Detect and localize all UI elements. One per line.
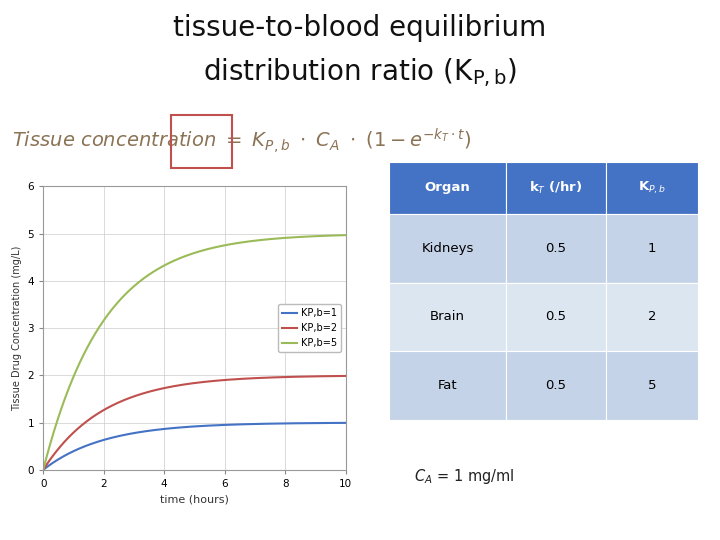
KP,b=1 [219, 422, 228, 428]
KP,b=1 [334, 420, 343, 426]
KP,b=2 [287, 374, 295, 380]
FancyBboxPatch shape [606, 351, 698, 420]
KP,b=1 [182, 424, 191, 430]
FancyBboxPatch shape [389, 162, 506, 214]
Text: 0.5: 0.5 [546, 379, 567, 392]
FancyBboxPatch shape [506, 282, 606, 351]
KP,b=5 [202, 246, 211, 253]
KP,b=2 [219, 377, 228, 383]
Text: distribution ratio (K$_{\mathregular{P,b}}$): distribution ratio (K$_{\mathregular{P,b… [203, 57, 517, 90]
FancyBboxPatch shape [389, 214, 506, 282]
KP,b=5 [341, 232, 350, 238]
Text: 0.5: 0.5 [546, 242, 567, 255]
Line: KP,b=1: KP,b=1 [43, 423, 346, 470]
KP,b=5 [334, 232, 343, 239]
KP,b=1 [39, 467, 48, 473]
KP,b=1 [184, 423, 193, 430]
FancyBboxPatch shape [506, 214, 606, 282]
KP,b=2 [39, 467, 48, 473]
Line: KP,b=2: KP,b=2 [43, 376, 346, 470]
Text: Brain: Brain [430, 310, 465, 323]
Text: 2: 2 [648, 310, 656, 323]
KP,b=2 [202, 379, 211, 385]
KP,b=2 [184, 381, 193, 387]
KP,b=5 [39, 467, 48, 473]
FancyBboxPatch shape [606, 162, 698, 214]
Text: Organ: Organ [425, 181, 470, 194]
KP,b=5 [182, 252, 191, 259]
Text: tissue-to-blood equilibrium: tissue-to-blood equilibrium [174, 14, 546, 42]
Text: Fat: Fat [438, 379, 457, 392]
Text: $C_A$ = 1 mg/ml: $C_A$ = 1 mg/ml [414, 467, 515, 486]
X-axis label: time (hours): time (hours) [160, 495, 229, 504]
KP,b=2 [341, 373, 350, 379]
FancyBboxPatch shape [606, 214, 698, 282]
KP,b=1 [202, 422, 211, 429]
FancyBboxPatch shape [506, 162, 606, 214]
FancyBboxPatch shape [389, 282, 506, 351]
Text: 5: 5 [648, 379, 656, 392]
KP,b=5 [287, 234, 295, 241]
Text: k$_T$ (/hr): k$_T$ (/hr) [529, 180, 582, 196]
KP,b=1 [341, 420, 350, 426]
Text: 1: 1 [648, 242, 656, 255]
Legend: KP,b=1, KP,b=2, KP,b=5: KP,b=1, KP,b=2, KP,b=5 [279, 305, 341, 352]
FancyBboxPatch shape [389, 351, 506, 420]
Text: 0.5: 0.5 [546, 310, 567, 323]
KP,b=1 [287, 420, 295, 427]
KP,b=2 [334, 373, 343, 379]
Line: KP,b=5: KP,b=5 [43, 235, 346, 470]
KP,b=5 [184, 252, 193, 258]
KP,b=5 [219, 242, 228, 249]
FancyBboxPatch shape [506, 351, 606, 420]
Text: Kidneys: Kidneys [421, 242, 474, 255]
Text: $\mathit{Tissue\ concentration}\ =\ K_{P,b}\ \cdot\ C_A\ \cdot\ (1-e^{-k_T\cdot : $\mathit{Tissue\ concentration}\ =\ K_{P… [12, 127, 472, 156]
KP,b=2 [182, 381, 191, 387]
Y-axis label: Tissue Drug Concentration (mg/L): Tissue Drug Concentration (mg/L) [12, 245, 22, 411]
FancyBboxPatch shape [606, 282, 698, 351]
Text: K$_{P,b}$: K$_{P,b}$ [638, 180, 666, 196]
